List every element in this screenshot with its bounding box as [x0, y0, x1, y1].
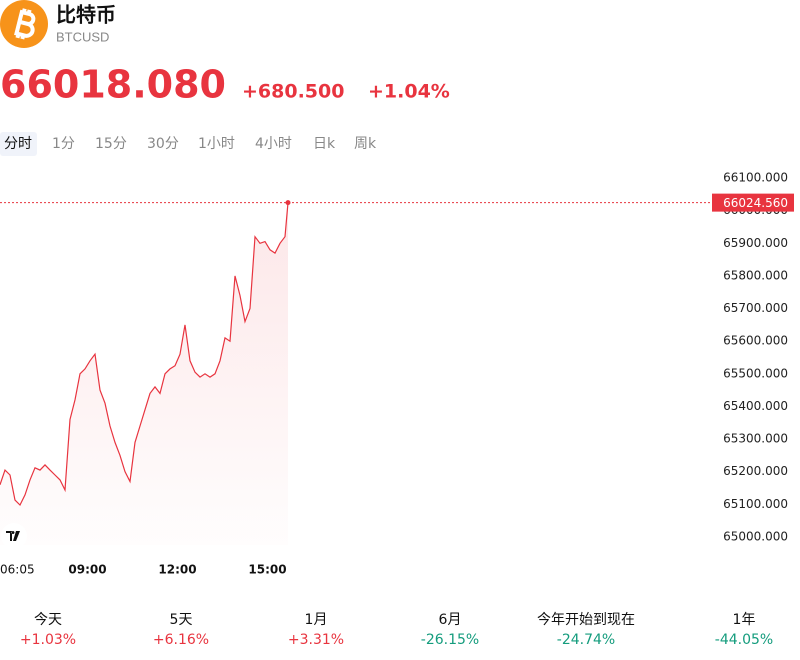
y-tick-label: 65400.000 [723, 399, 788, 413]
period-label[interactable]: 6月 [439, 612, 462, 628]
current-price-label: 66024.560 [723, 196, 788, 210]
tab[interactable]: 4小时 [255, 136, 292, 152]
chart: 65000.000 65100.000 65200.000 65300.000 6540… [0, 171, 794, 577]
y-tick-label: 65100.000 [723, 497, 788, 511]
x-tick-label: 09:00 [68, 563, 106, 577]
price-line [0, 202, 289, 507]
price: 66018.080 [0, 63, 226, 107]
last-point [285, 200, 291, 206]
y-tick-label: 66100.000 [723, 171, 788, 185]
y-tick-label: 65200.000 [723, 464, 788, 478]
period-change: -24.74% [557, 632, 615, 648]
y-tick-label: 65300.000 [723, 432, 788, 446]
symbol: BTCUSD [56, 29, 109, 44]
title: 比特币 [56, 3, 116, 27]
tab[interactable]: 1小时 [198, 136, 235, 152]
y-tick-label: 65600.000 [723, 334, 788, 348]
tab[interactable]: 30分 [147, 136, 179, 152]
period-change: +3.31% [288, 632, 344, 648]
period-label[interactable]: 1月 [305, 612, 328, 628]
coin-icon [0, 0, 48, 48]
period-change: -26.15% [421, 632, 479, 648]
area [0, 202, 288, 545]
tab[interactable]: 日k [313, 136, 336, 152]
y-tick-label: 65000.000 [723, 530, 788, 544]
change-pct: +1.04% [368, 81, 450, 103]
x-tick-label: 12:00 [158, 563, 196, 577]
tv-logo [1, 523, 27, 549]
period-change: +6.16% [153, 632, 209, 648]
y-tick-label: 65900.000 [723, 236, 788, 250]
period-label[interactable]: 5天 [170, 612, 193, 628]
tabs: 分时 1分 15分 30分 1小时 4小时 日k 周k [4, 136, 377, 152]
y-tick-label: 65800.000 [723, 268, 788, 282]
period-label[interactable]: 今天 [34, 612, 62, 628]
period-change: -44.05% [715, 632, 773, 648]
period-label[interactable]: 1年 [733, 612, 756, 628]
tab-selected-bg [0, 132, 37, 156]
change: +680.500 [242, 81, 344, 103]
periods: 今天 +1.03% 5天 +6.16% 1月 +3.31% 6月 -26.15% 今年开始到现在… [20, 612, 773, 648]
x-tick-label: 15:00 [248, 563, 286, 577]
tab[interactable]: 15分 [95, 136, 127, 152]
period-change: +1.03% [20, 632, 76, 648]
y-tick-label: 65500.000 [723, 366, 788, 380]
current-price-tag [712, 193, 794, 212]
period-label[interactable]: 今年开始到现在 [537, 612, 635, 628]
tab[interactable]: 1分 [52, 136, 75, 152]
x-tick-label: 06:05 [0, 563, 35, 577]
y-tick-label: 65700.000 [723, 301, 788, 315]
tab[interactable]: 周k [354, 136, 377, 152]
tab[interactable]: 分时 [4, 136, 32, 152]
